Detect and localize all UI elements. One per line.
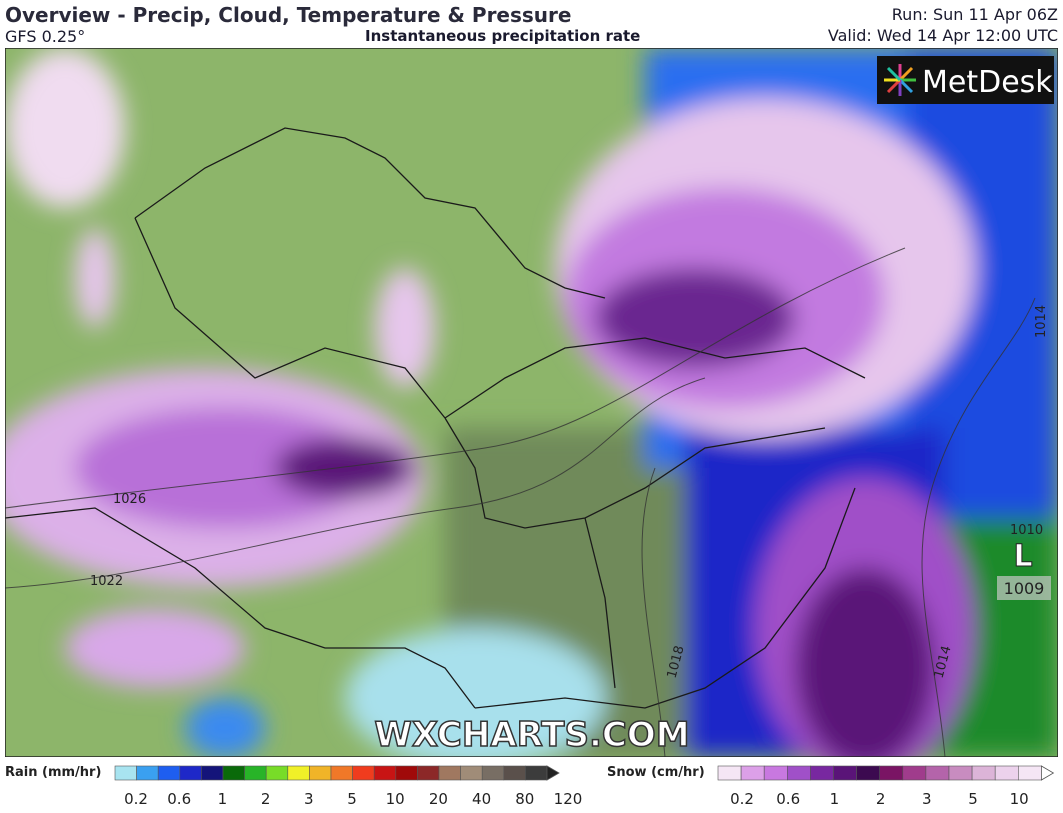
legend-swatch: [309, 765, 332, 781]
legend-tick-label: 5: [347, 790, 357, 808]
legend-swatch: [179, 765, 202, 781]
snow-legend-label: Snow (cm/hr): [607, 765, 705, 780]
isobar-label: 1026: [113, 492, 146, 507]
map: 1026 1022 1018 1014 1014 1010 L 1009 Met…: [5, 48, 1058, 757]
isobars: [5, 247, 1036, 757]
legend-swatch: [740, 765, 765, 781]
legend-tick-label: 40: [472, 790, 491, 808]
legend-tick-label: 10: [1010, 790, 1029, 808]
legend-swatch: [994, 765, 1019, 781]
legend-swatch: [810, 765, 834, 781]
legend-swatch: [201, 765, 224, 781]
legend-swatch: [902, 765, 927, 781]
legend-swatch: [157, 765, 181, 781]
legend-tick-label: 2: [876, 790, 886, 808]
legend-swatch: [1017, 765, 1042, 781]
legend-tick-label: 10: [386, 790, 405, 808]
run: Run: Sun 11 Apr 06Z: [891, 5, 1058, 24]
legend-swatch: [373, 765, 397, 781]
legend-swatch: [948, 765, 973, 781]
legend-tick-label: 2: [261, 790, 271, 808]
low-pressure: 1009: [1004, 579, 1045, 598]
legend-swatch: [136, 765, 159, 781]
legend-tick-label: 0.2: [124, 790, 148, 808]
legend-swatch: [460, 765, 483, 781]
legend-tick-label: 120: [554, 790, 583, 808]
legend-tick-label: 1: [830, 790, 840, 808]
legend-swatch: [717, 765, 742, 781]
legend-swatch: [971, 765, 996, 781]
title: Overview - Precip, Cloud, Temperature & …: [5, 3, 572, 27]
rain-legend-label: Rain (mm/hr): [5, 765, 101, 780]
legend-swatch: [114, 765, 137, 781]
legend-swatch: [856, 765, 880, 781]
precip-field: [5, 48, 1058, 757]
subtitle: Instantaneous precipitation rate: [365, 27, 641, 45]
legend-swatch: [222, 765, 245, 781]
low-marker: L: [1013, 539, 1032, 574]
legend-swatch: [503, 765, 526, 781]
legend: Rain (mm/hr) Snow (cm/hr) 0.2 0.6 1 2 3 5 10 20…: [5, 765, 1055, 808]
legend-swatch: [330, 765, 353, 781]
legend-arrow: [546, 765, 560, 781]
legend-tick-label: 3: [304, 790, 314, 808]
legend-swatch: [287, 765, 310, 781]
model: GFS 0.25°: [5, 27, 86, 46]
legend-tick-label: 3: [922, 790, 932, 808]
legend-tick-label: 0.6: [167, 790, 191, 808]
valid: Valid: Wed 14 Apr 12:00 UTC: [827, 26, 1058, 45]
isobar-label: 1014: [1034, 305, 1049, 338]
legend-swatch: [417, 765, 440, 781]
legend-swatch: [833, 765, 857, 781]
legend-swatch: [879, 765, 904, 781]
legend-swatch: [786, 765, 811, 781]
legend-swatch: [925, 765, 950, 781]
legend-swatch: [244, 765, 267, 781]
legend-swatch: [525, 765, 548, 781]
legend-swatch: [763, 765, 788, 781]
isobar-label: 1022: [90, 574, 123, 589]
legend-swatch: [481, 765, 505, 781]
legend-tick-label: 1: [218, 790, 228, 808]
legend-swatch: [352, 765, 375, 781]
legend-swatch: [438, 765, 461, 781]
watermark: WXCHARTS.COM: [374, 715, 689, 755]
logo: MetDesk: [922, 65, 1053, 100]
legend-tick-label: 0.2: [730, 790, 754, 808]
legend-tick-label: 80: [515, 790, 534, 808]
legend-tick-label: 20: [429, 790, 448, 808]
borders: [5, 127, 866, 709]
logo-icon: [884, 64, 916, 96]
legend-tick-label: 0.6: [776, 790, 800, 808]
legend-tick-label: 5: [968, 790, 978, 808]
isobar-label: 1010: [1010, 523, 1043, 538]
legend-swatch: [395, 765, 418, 781]
legend-arrow: [1041, 765, 1055, 781]
legend-swatch: [265, 765, 289, 781]
